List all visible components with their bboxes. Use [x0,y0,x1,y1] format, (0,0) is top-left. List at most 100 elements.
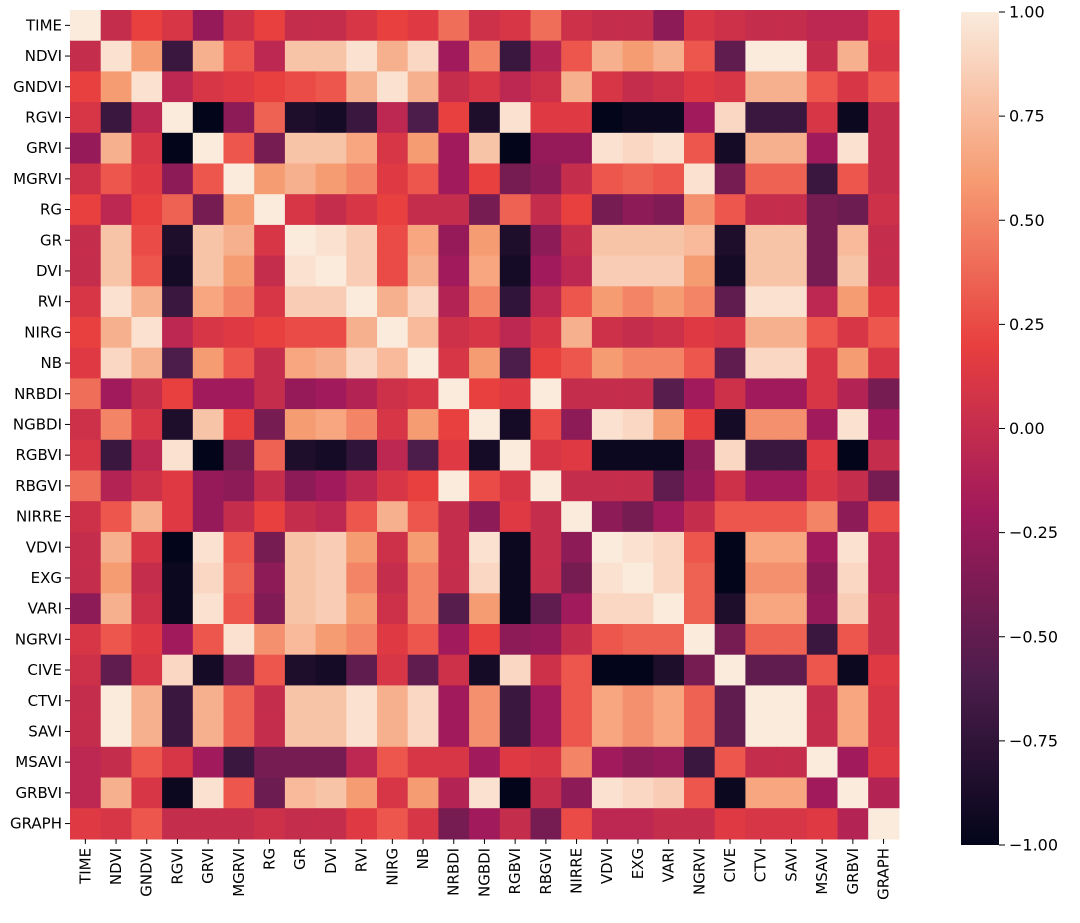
heatmap-cell [223,378,255,410]
heatmap-cell [776,654,808,686]
heatmap-cell [745,624,777,656]
heatmap-cell [192,716,225,748]
heatmap-cell [284,501,317,533]
heatmap-cell [377,255,409,287]
heatmap-cell [162,716,194,748]
heatmap-cell [254,317,286,349]
heatmap-cell [284,409,317,441]
heatmap-cell [684,562,716,594]
heatmap-cell [377,531,409,564]
heatmap-cell [499,716,532,748]
heatmap-cell [622,562,654,594]
heatmap-cell [284,777,317,809]
heatmap-cell [192,255,225,287]
heatmap-cell [561,194,593,226]
x-tick-label: GRBVI [844,848,862,895]
heatmap-cell [499,10,532,42]
heatmap-cell [100,808,132,840]
heatmap-cell [284,40,317,72]
heatmap-cell [438,470,470,502]
heatmap-cell [837,71,869,103]
heatmap-cell [223,501,255,533]
heatmap-cell [254,470,286,502]
heatmap-cell [100,40,132,72]
heatmap-cell [776,71,808,103]
heatmap-cell [100,347,132,379]
heatmap-cell [837,409,869,441]
y-tick-label: CTVI [28,692,62,710]
heatmap-cell [622,10,654,42]
heatmap-cell [100,163,132,195]
heatmap-cell [131,716,163,748]
heatmap-cell [100,409,132,441]
heatmap-cell [284,531,317,564]
heatmap-cell [776,194,808,226]
heatmap-cell [499,777,532,809]
heatmap-cell [837,132,869,165]
heatmap-cell [714,409,746,441]
heatmap-cell [192,409,225,441]
heatmap-cell [70,40,102,72]
heatmap-cell [653,409,685,441]
heatmap-cell [162,685,194,717]
heatmap-cell [131,501,163,533]
heatmap-cell [806,10,839,42]
heatmap-cell [745,378,777,410]
heatmap-cell [469,40,501,72]
heatmap-cell [591,317,624,349]
x-tick-label: RGVI [168,848,186,885]
heatmap-cell [837,439,869,472]
heatmap-cell [254,777,286,809]
heatmap-cell [131,593,163,625]
heatmap-cell [100,654,132,686]
heatmap-cell [837,317,869,349]
heatmap-cell [776,501,808,533]
heatmap-cell [868,286,900,318]
heatmap-cell [714,624,746,656]
heatmap-cell [377,685,409,717]
heatmap-cell [868,317,900,349]
heatmap-cell [407,409,439,441]
heatmap-cell [162,71,194,103]
heatmap-cell [868,439,900,472]
heatmap-cell [223,808,255,840]
heatmap-cell [100,286,132,318]
heatmap-cell [346,685,378,717]
heatmap-cell [806,317,839,349]
heatmap-cell [162,286,194,318]
heatmap-cell [469,378,501,410]
heatmap-cell [776,40,808,72]
heatmap-cell [407,71,439,103]
heatmap-cell [284,746,317,779]
heatmap-cell [714,470,746,502]
heatmap-cell [591,685,624,717]
heatmap-cell [745,470,777,502]
heatmap-cell [561,286,593,318]
heatmap-cell [837,40,869,72]
heatmap-cell [192,40,225,72]
y-tick-label: GRVI [26,139,62,157]
heatmap-cell [162,439,194,472]
heatmap-cell [745,224,777,257]
heatmap-cell [377,163,409,195]
heatmap-cell [653,562,685,594]
y-tick-label: NIRRE [16,508,62,526]
heatmap-cell [469,224,501,257]
heatmap-cell [561,531,593,564]
heatmap-cell [438,132,470,165]
heatmap-cell [868,777,900,809]
heatmap-cell [223,347,255,379]
heatmap-cell [776,624,808,656]
heatmap-cell [499,132,532,165]
heatmap-cell [407,378,439,410]
heatmap-cell [653,286,685,318]
heatmap-cell [868,746,900,779]
heatmap-cell [469,102,501,134]
heatmap-cell [284,470,317,502]
heatmap-cell [284,10,317,42]
heatmap-cell [438,102,470,134]
heatmap-cell [70,163,102,195]
heatmap-cell [254,347,286,379]
x-tick-label: GRVI [199,848,217,884]
y-tick-label: RVI [38,293,62,311]
